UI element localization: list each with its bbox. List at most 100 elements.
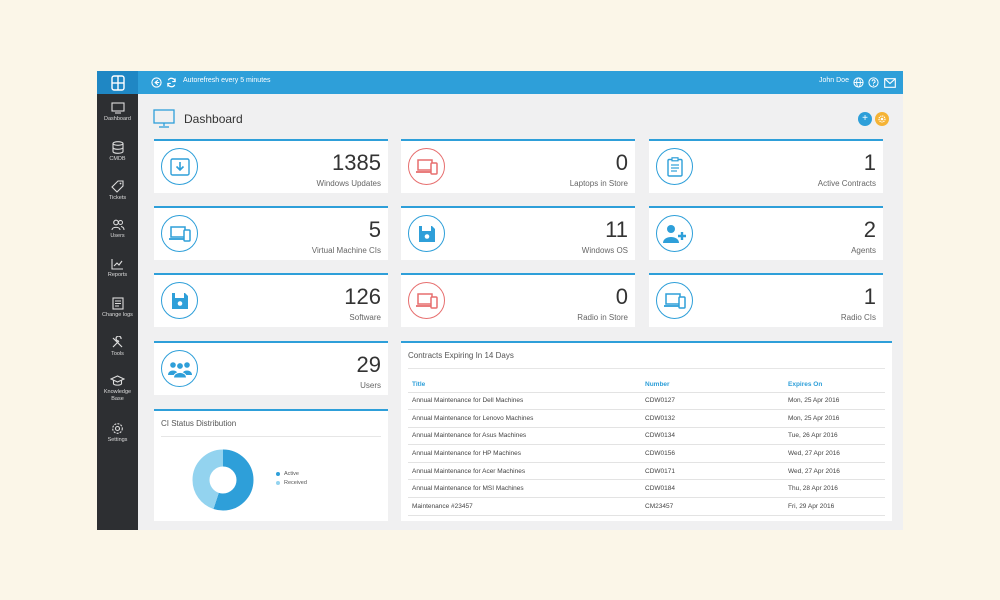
- cell-expires-on: Wed, 27 Apr 2016: [784, 462, 885, 481]
- stat-icon-circle: [161, 350, 198, 387]
- sidebar-item-change-logs[interactable]: Change logs: [97, 297, 138, 319]
- globe-icon[interactable]: [852, 76, 865, 89]
- cell-number: CDW0134: [641, 427, 784, 446]
- add-user-icon: [662, 224, 686, 243]
- cell-title: Annual Maintenance for HP Machines: [408, 444, 641, 463]
- cell-expires-on: Mon, 25 Apr 2016: [784, 392, 885, 411]
- devices-icon: [415, 158, 438, 175]
- stat-label: Software: [349, 313, 381, 322]
- app-logo[interactable]: [97, 71, 138, 94]
- ci-status-panel: CI Status Distribution Active Received: [154, 409, 388, 521]
- sidebar-item-settings[interactable]: Settings: [97, 422, 138, 444]
- help-icon[interactable]: [867, 76, 880, 89]
- stat-icon-circle: [656, 148, 693, 185]
- sidebar-item-label: Tools: [111, 351, 124, 357]
- stat-card-active-contracts[interactable]: 1 Active Contracts: [649, 139, 883, 193]
- table-row[interactable]: Annual Maintenance for HP Machines CDW015…: [408, 444, 885, 463]
- back-icon[interactable]: [150, 76, 163, 89]
- mail-icon[interactable]: [883, 76, 896, 89]
- sidebar-item-label: CMDB: [109, 156, 126, 162]
- page-title: Dashboard: [184, 112, 243, 126]
- stat-value: 0: [615, 284, 628, 309]
- sidebar-item-label: Change logs: [102, 312, 133, 318]
- divider: [161, 436, 381, 437]
- user-name[interactable]: John Doe: [819, 77, 849, 84]
- stat-label: Users: [360, 381, 381, 390]
- cell-number: CDW0171: [641, 462, 784, 481]
- table-row[interactable]: Annual Maintenance for Acer Machines CDW0…: [408, 462, 885, 481]
- column-header-title[interactable]: Title: [408, 377, 641, 393]
- stat-icon-circle: [408, 282, 445, 319]
- cell-expires-on: Thu, 28 Apr 2016: [784, 479, 885, 499]
- stat-label: Active Contracts: [817, 179, 876, 188]
- legend-label: Active: [284, 471, 299, 477]
- sidebar-item-cmdb[interactable]: CMDB: [97, 141, 138, 163]
- sidebar-item-users[interactable]: Users: [97, 219, 138, 240]
- stat-value: 11: [605, 217, 628, 242]
- table-row[interactable]: Annual Maintenance for Asus Machines CDW0…: [408, 427, 885, 446]
- sidebar-item-dashboard[interactable]: Dashboard: [97, 102, 138, 123]
- sidebar-item-label: Knowledge: [103, 389, 132, 395]
- stat-card-windows-updates[interactable]: 1385 Windows Updates: [154, 139, 388, 193]
- chart-icon: [111, 259, 123, 270]
- stat-card-windows-os[interactable]: 11 Windows OS: [401, 206, 635, 260]
- stat-value: 126: [344, 284, 381, 309]
- stat-icon-circle: [161, 215, 198, 252]
- tag-icon: [111, 180, 124, 193]
- devices-icon: [663, 292, 686, 309]
- clipboard-icon: [666, 156, 683, 177]
- stat-label: Radio in Store: [577, 313, 628, 322]
- column-header-expires-on[interactable]: Expires On: [784, 377, 885, 393]
- cell-number: CM23457: [641, 497, 784, 516]
- cell-expires-on: Tue, 26 Apr 2016: [784, 427, 885, 446]
- logo-icon: [110, 74, 125, 91]
- legend-dot: [276, 480, 280, 485]
- log-icon: [111, 297, 124, 310]
- cell-title: Maintenance #23457: [408, 497, 641, 516]
- table-row[interactable]: Annual Maintenance for MSI Machines CDW01…: [408, 479, 885, 499]
- stat-card-virtual-machine-cis[interactable]: 5 Virtual Machine CIs: [154, 206, 388, 260]
- sidebar-item-tickets[interactable]: Tickets: [97, 180, 138, 202]
- stat-card-radio-in-store[interactable]: 0 Radio in Store: [401, 273, 635, 327]
- cell-expires-on: Fri, 29 Apr 2016: [784, 497, 885, 516]
- users-icon: [110, 219, 124, 231]
- sidebar: Dashboard CMDB Tickets Users Reports Cha…: [97, 94, 138, 530]
- sidebar-item-tools[interactable]: Tools: [97, 336, 138, 358]
- sidebar-item-reports[interactable]: Reports: [97, 258, 138, 279]
- stat-card-radio-cis[interactable]: 1 Radio CIs: [649, 273, 883, 327]
- monitor-icon: [110, 102, 125, 114]
- stat-icon-circle: [656, 282, 693, 319]
- users-group-icon: [167, 361, 192, 378]
- stat-label: Radio CIs: [840, 313, 876, 322]
- refresh-icon[interactable]: [165, 76, 178, 89]
- stat-icon-circle: [408, 148, 445, 185]
- stat-icon-circle: [656, 215, 693, 252]
- stat-value: 1385: [332, 150, 381, 175]
- cell-title: Annual Maintenance for MSI Machines: [408, 479, 641, 499]
- table-row[interactable]: Annual Maintenance for Dell Machines CDW0…: [408, 392, 885, 411]
- cell-title: Annual Maintenance for Dell Machines: [408, 392, 641, 411]
- sidebar-item-label: Tickets: [108, 195, 127, 201]
- column-header-number[interactable]: Number: [641, 377, 784, 393]
- add-button[interactable]: +: [858, 112, 872, 126]
- cell-number: CDW0156: [641, 444, 784, 463]
- stat-card-agents[interactable]: 2 Agents: [649, 206, 883, 260]
- cell-expires-on: Mon, 25 Apr 2016: [784, 409, 885, 428]
- settings-button[interactable]: [875, 112, 889, 126]
- sidebar-item-knowledge-base[interactable]: Knowledge Base: [97, 375, 138, 402]
- table-row[interactable]: Annual Maintenance for Lenovo Machines CD…: [408, 409, 885, 428]
- table-row[interactable]: Maintenance #23457 CM23457 Fri, 29 Apr 201…: [408, 497, 885, 516]
- stat-label: Virtual Machine CIs: [311, 246, 381, 255]
- legend-label: Received: [284, 480, 307, 486]
- gear-icon: [112, 423, 123, 434]
- ci-status-donut-chart: [192, 449, 254, 511]
- legend-item-received: Received: [276, 480, 307, 486]
- stat-card-users[interactable]: 29 Users: [154, 341, 388, 395]
- stat-card-software[interactable]: 126 Software: [154, 273, 388, 327]
- monitor-icon: [153, 109, 175, 128]
- cell-title: Annual Maintenance for Lenovo Machines: [408, 409, 641, 428]
- stat-icon-circle: [408, 215, 445, 252]
- stat-card-laptops-in-store[interactable]: 0 Laptops in Store: [401, 139, 635, 193]
- app-window: Autorefresh every 5 minutes John Doe Das…: [97, 71, 903, 530]
- legend-dot: [276, 471, 280, 476]
